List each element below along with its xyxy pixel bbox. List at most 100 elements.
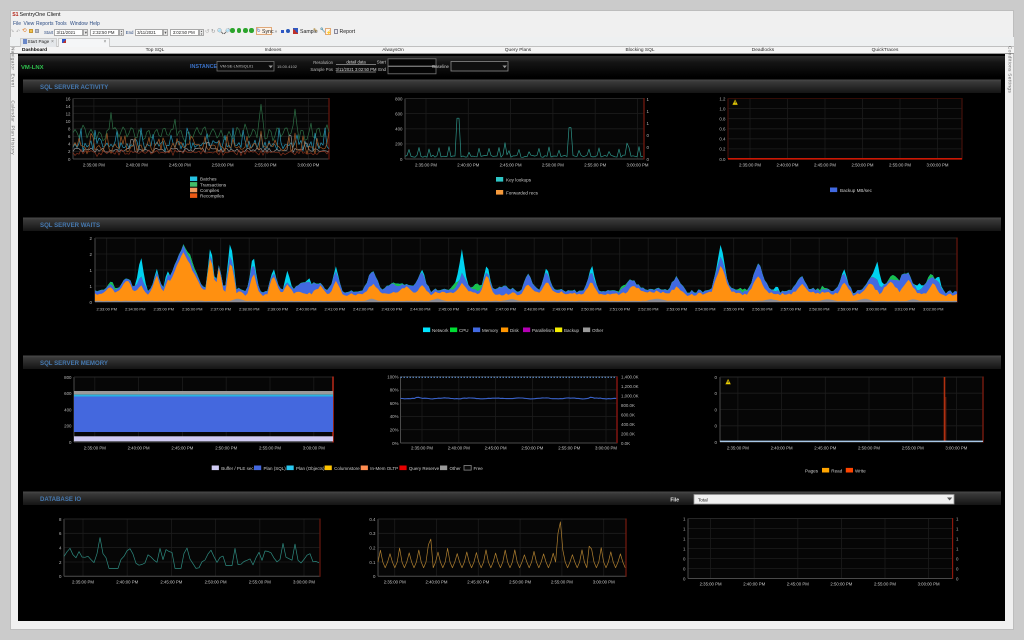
svg-text:SQL SERVER MEMORY: SQL SERVER MEMORY [40, 360, 108, 367]
svg-text:0: 0 [59, 574, 62, 579]
svg-text:2:40:00 PM: 2:40:00 PM [296, 307, 316, 312]
svg-text:2:58:00 PM: 2:58:00 PM [809, 307, 829, 312]
svg-text:2:35:00 PM: 2:35:00 PM [411, 446, 433, 451]
svg-text:600: 600 [64, 391, 72, 396]
svg-text:2:45:00 PM: 2:45:00 PM [814, 446, 836, 451]
svg-text:2:55:00 PM: 2:55:00 PM [558, 446, 580, 451]
svg-text:Other: Other [592, 328, 604, 333]
svg-text:2:40:00 PM: 2:40:00 PM [743, 582, 765, 587]
svg-text:2:55:00 PM: 2:55:00 PM [584, 163, 606, 168]
svg-text:0.1: 0.1 [369, 560, 376, 565]
svg-text:Compiles: Compiles [200, 188, 220, 193]
svg-text:Other: Other [450, 466, 462, 471]
svg-text:1: 1 [956, 516, 959, 521]
svg-text:0.4: 0.4 [719, 137, 726, 142]
svg-text:3:02:00 PM: 3:02:00 PM [923, 307, 943, 312]
svg-text:12: 12 [66, 111, 71, 116]
svg-text:1,000.0K: 1,000.0K [621, 393, 639, 398]
svg-text:2:52:00 PM: 2:52:00 PM [638, 307, 658, 312]
svg-text:0: 0 [647, 133, 650, 138]
svg-text:2:40:00 PM: 2:40:00 PM [448, 446, 470, 451]
svg-text:3:01:00 PM: 3:01:00 PM [894, 307, 914, 312]
svg-text:0: 0 [683, 556, 686, 561]
svg-text:Plan (SQL): Plan (SQL) [264, 466, 287, 471]
svg-text:0%: 0% [392, 441, 398, 446]
svg-text:Buffer / PLE sec: Buffer / PLE sec [221, 466, 254, 471]
svg-text:0.6: 0.6 [719, 127, 726, 132]
svg-text:Forwarded recs: Forwarded recs [506, 190, 539, 195]
svg-text:0: 0 [373, 574, 376, 579]
svg-text:2:50:00 PM: 2:50:00 PM [858, 446, 880, 451]
svg-text:2:45:00 PM: 2:45:00 PM [467, 580, 489, 585]
svg-text:80%: 80% [390, 388, 399, 393]
svg-text:2:55:00 PM: 2:55:00 PM [723, 307, 743, 312]
svg-text:4: 4 [68, 142, 71, 147]
svg-text:1: 1 [647, 109, 650, 114]
svg-text:Columnstore: Columnstore [334, 466, 360, 471]
svg-text:VM-LNX: VM-LNX [21, 65, 44, 71]
svg-text:2:45:00 PM: 2:45:00 PM [438, 307, 458, 312]
svg-text:6: 6 [68, 134, 71, 139]
svg-text:3:00:00 PM: 3:00:00 PM [593, 580, 615, 585]
svg-text:3/11/2021 3:02:50 PM: 3/11/2021 3:02:50 PM [336, 67, 377, 72]
svg-text:2:33:00 PM: 2:33:00 PM [96, 307, 116, 312]
svg-text:600.0K: 600.0K [621, 412, 635, 417]
svg-text:2:39:00 PM: 2:39:00 PM [267, 307, 287, 312]
svg-text:2:42:00 PM: 2:42:00 PM [353, 307, 373, 312]
svg-text:3:00:00 PM: 3:00:00 PM [927, 163, 949, 168]
svg-text:6: 6 [59, 531, 62, 536]
svg-text:2:50:00 PM: 2:50:00 PM [581, 307, 601, 312]
svg-text:16: 16 [66, 96, 71, 101]
svg-text:1,400.0K: 1,400.0K [621, 374, 639, 379]
svg-text:3:00:00 PM: 3:00:00 PM [627, 163, 649, 168]
svg-text:1,200.0K: 1,200.0K [621, 384, 639, 389]
svg-text:0.2: 0.2 [369, 545, 376, 550]
svg-text:2:40:00 PM: 2:40:00 PM [426, 580, 448, 585]
svg-text:0: 0 [715, 407, 718, 412]
svg-text:2:55:00 PM: 2:55:00 PM [874, 582, 896, 587]
svg-text:Network: Network [432, 328, 449, 333]
svg-text:2:35:00 PM: 2:35:00 PM [72, 580, 94, 585]
svg-text:3:00:00 PM: 3:00:00 PM [918, 582, 940, 587]
svg-text:2:50:00 PM: 2:50:00 PM [830, 582, 852, 587]
svg-text:2:45:00 PM: 2:45:00 PM [160, 580, 182, 585]
svg-text:2:43:00 PM: 2:43:00 PM [381, 307, 401, 312]
svg-text:1.2: 1.2 [719, 96, 726, 101]
svg-text:800: 800 [64, 375, 72, 380]
svg-text:3:00:00 PM: 3:00:00 PM [293, 580, 315, 585]
svg-text:200: 200 [395, 142, 403, 147]
svg-text:1: 1 [647, 121, 650, 126]
svg-text:0: 0 [956, 556, 959, 561]
svg-text:2:50:00 PM: 2:50:00 PM [215, 446, 237, 451]
svg-text:0: 0 [683, 576, 686, 581]
svg-text:2:34:00 PM: 2:34:00 PM [125, 307, 145, 312]
svg-text:2:55:00 PM: 2:55:00 PM [259, 446, 281, 451]
svg-text:1.0: 1.0 [719, 106, 726, 111]
svg-text:0.8: 0.8 [719, 117, 726, 122]
svg-text:2:56:00 PM: 2:56:00 PM [752, 307, 772, 312]
svg-text:2:40:00 PM: 2:40:00 PM [126, 163, 148, 168]
svg-text:60%: 60% [390, 401, 399, 406]
svg-text:0.2: 0.2 [719, 147, 726, 152]
svg-text:DATABASE IO: DATABASE IO [40, 496, 81, 503]
svg-text:0: 0 [647, 157, 650, 162]
svg-text:Total: Total [698, 497, 708, 502]
svg-text:2:50:00 PM: 2:50:00 PM [205, 580, 227, 585]
svg-text:2:36:00 PM: 2:36:00 PM [182, 307, 202, 312]
svg-text:0: 0 [683, 566, 686, 571]
svg-text:8: 8 [68, 127, 71, 132]
svg-text:800: 800 [395, 96, 403, 101]
svg-text:VM-SE-LNXSQL01: VM-SE-LNXSQL01 [220, 64, 253, 69]
svg-text:1: 1 [90, 268, 93, 273]
svg-text:100%: 100% [387, 374, 398, 379]
svg-text:2:55:00 PM: 2:55:00 PM [249, 580, 271, 585]
svg-text:600: 600 [395, 111, 403, 116]
svg-text:3:00:00 PM: 3:00:00 PM [595, 446, 617, 451]
svg-text:3:00:00 PM: 3:00:00 PM [303, 446, 325, 451]
svg-text:2:41:00 PM: 2:41:00 PM [324, 307, 344, 312]
svg-text:2:45:00 PM: 2:45:00 PM [169, 163, 191, 168]
svg-text:1: 1 [956, 526, 959, 531]
svg-text:Pages: Pages [805, 469, 819, 474]
svg-text:0: 0 [956, 576, 959, 581]
svg-text:Write: Write [855, 469, 866, 474]
